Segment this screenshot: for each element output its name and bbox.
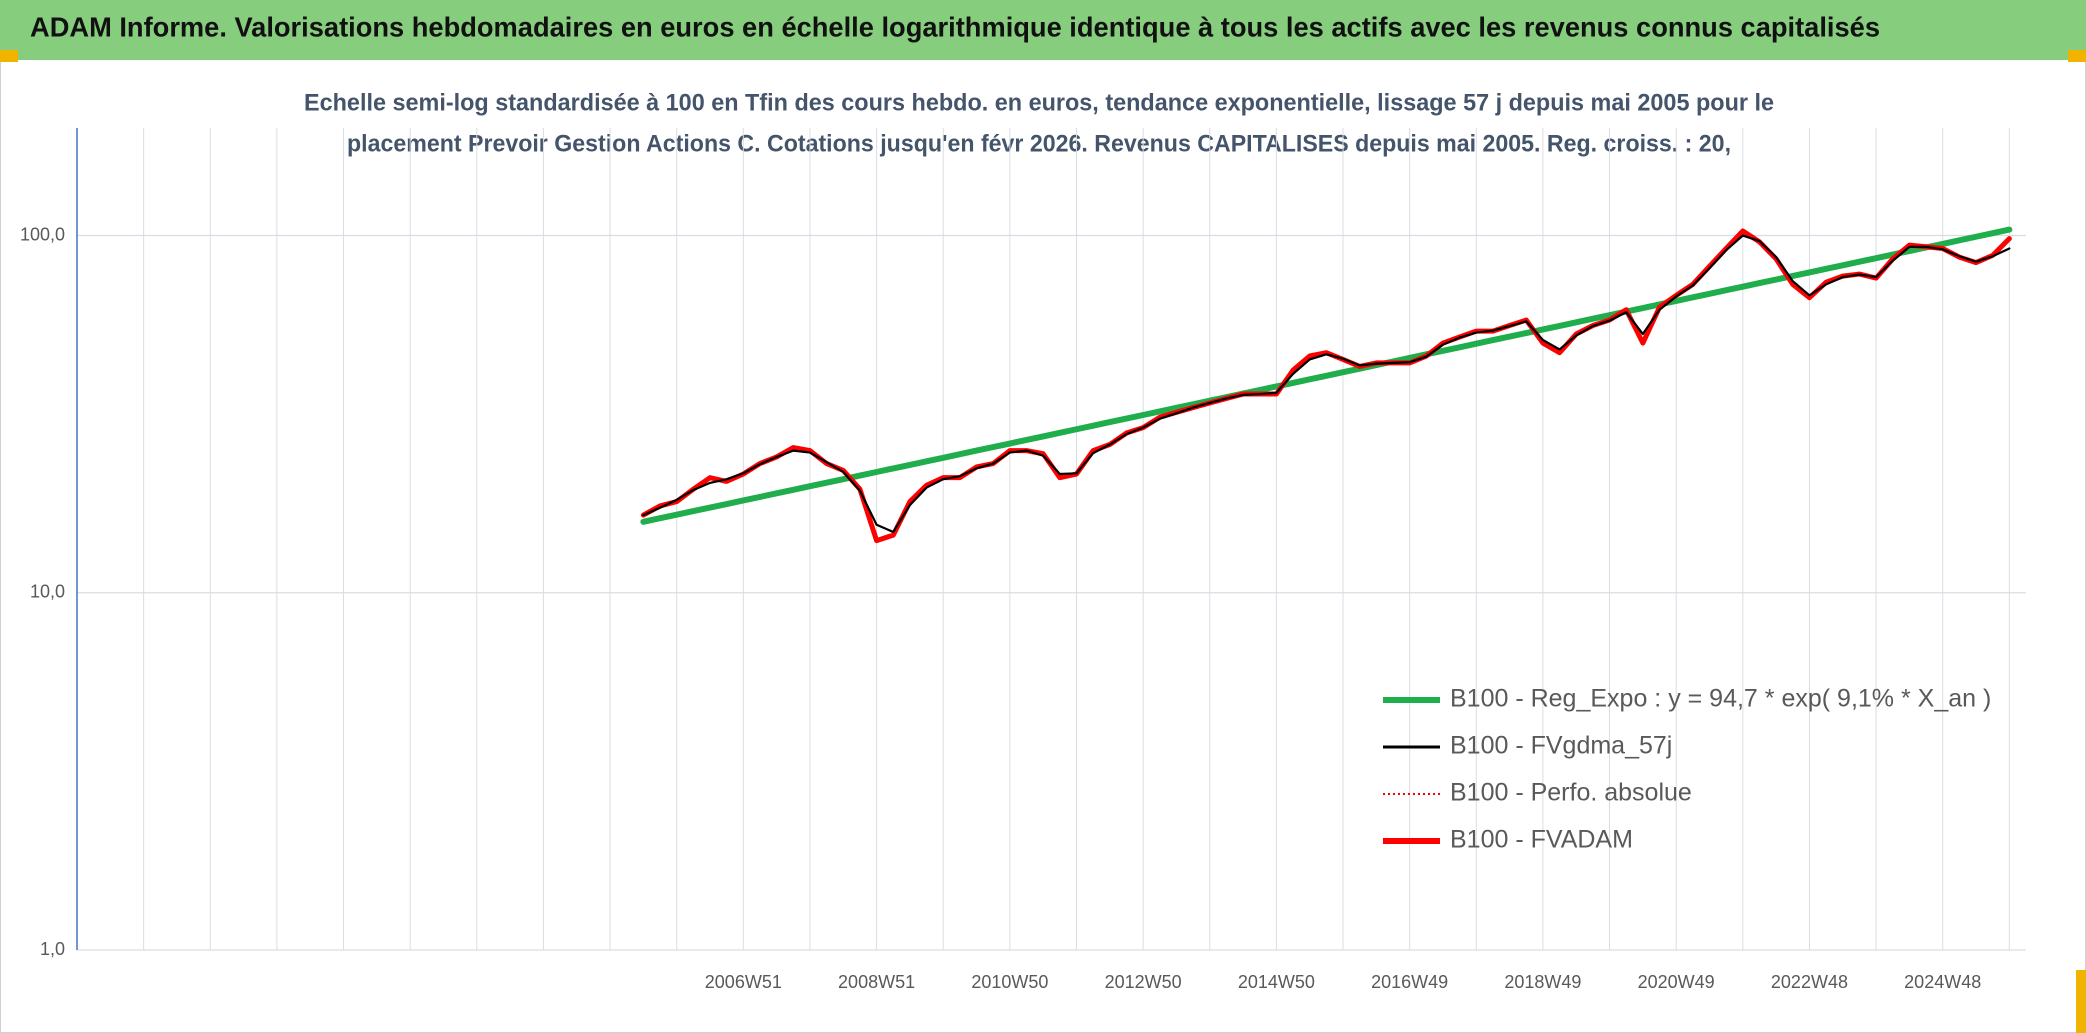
series-line <box>642 229 2011 542</box>
x-tick-label: 2020W49 <box>1638 972 1715 992</box>
chart-subtitle: placement Prevoir Gestion Actions C. Cot… <box>347 130 1731 157</box>
series-line <box>640 226 2013 525</box>
y-tick-label: 10,0 <box>30 582 65 602</box>
legend-label: B100 - Reg_Expo : y = 94,7 * exp( 9,1% *… <box>1450 685 1991 713</box>
corner <box>2068 50 2086 62</box>
corner <box>0 50 18 62</box>
x-tick-label: 2012W50 <box>1105 972 1182 992</box>
x-tick-label: 2024W48 <box>1904 972 1981 992</box>
legend-label: B100 - FVgdma_57j <box>1450 732 1672 760</box>
chart-title: ADAM Informe. Valorisations hebdomadaire… <box>30 11 1880 42</box>
header-bar <box>0 0 2086 60</box>
legend-label: B100 - Perfo. absolue <box>1450 779 1692 807</box>
y-tick-label: 100,0 <box>20 224 65 244</box>
x-tick-label: 2010W50 <box>971 972 1048 992</box>
y-tick-label: 1,0 <box>40 939 65 959</box>
x-tick-label: 2022W48 <box>1771 972 1848 992</box>
x-tick-label: 2006W51 <box>705 972 782 992</box>
series-line <box>642 234 2011 534</box>
chart-subtitle: Echelle semi-log standardisée à 100 en T… <box>304 89 1774 116</box>
x-tick-label: 2008W51 <box>838 972 915 992</box>
x-tick-label: 2014W50 <box>1238 972 1315 992</box>
x-tick-label: 2016W49 <box>1371 972 1448 992</box>
corner <box>2076 970 2086 1033</box>
legend-label: B100 - FVADAM <box>1450 826 1633 854</box>
x-tick-label: 2018W49 <box>1504 972 1581 992</box>
